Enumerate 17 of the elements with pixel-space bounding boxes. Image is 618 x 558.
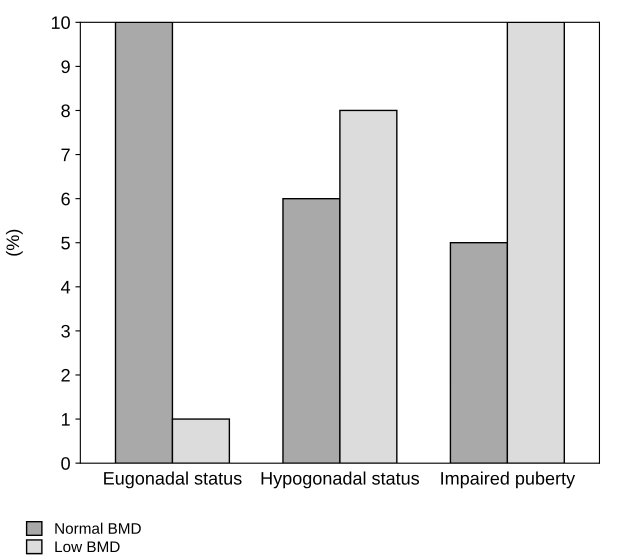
legend-label: Low BMD bbox=[55, 542, 120, 552]
y-axis-title: (%) bbox=[6, 230, 23, 256]
y-tick-label: 6 bbox=[61, 192, 70, 206]
x-tick-label: Eugonadal status bbox=[104, 471, 242, 488]
y-tick-label: 2 bbox=[61, 368, 70, 382]
y-tick-label: 9 bbox=[61, 60, 70, 74]
y-tick-label: 10 bbox=[52, 16, 70, 30]
y-tick-label: 8 bbox=[61, 104, 70, 118]
y-tick-label: 1 bbox=[62, 413, 70, 426]
y-tick-label: 3 bbox=[61, 324, 70, 338]
legend-label: Normal BMD bbox=[55, 522, 141, 534]
y-tick-label: 7 bbox=[62, 148, 70, 162]
x-tick-label: Impaired puberty bbox=[441, 471, 576, 488]
y-tick-label: 4 bbox=[60, 280, 70, 294]
y-tick-label: 0 bbox=[61, 457, 70, 470]
y-tick-label: 5 bbox=[61, 236, 70, 250]
x-tick-label: Hypogonadal status bbox=[262, 471, 420, 488]
